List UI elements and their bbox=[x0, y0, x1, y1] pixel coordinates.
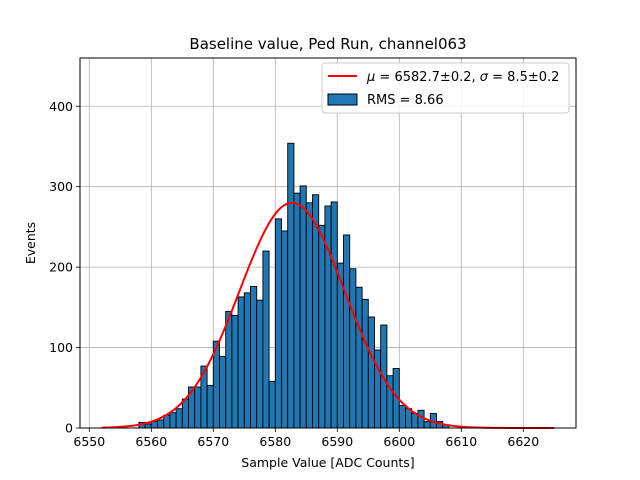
x-tick-label: 6560 bbox=[135, 434, 167, 449]
histogram-bar bbox=[150, 421, 158, 429]
legend-hist-swatch bbox=[327, 93, 358, 106]
histogram-bar bbox=[417, 409, 425, 429]
legend-hist-label: RMS = 8.66 bbox=[367, 93, 444, 108]
histogram-bar bbox=[318, 224, 326, 429]
histogram-bar bbox=[343, 234, 351, 429]
plot-frame bbox=[79, 57, 577, 429]
x-tick-label: 6550 bbox=[73, 434, 105, 449]
histogram-bar bbox=[262, 250, 270, 429]
histogram-bar bbox=[355, 286, 363, 429]
histogram-bar bbox=[423, 421, 431, 429]
legend-frame bbox=[321, 62, 570, 114]
y-tick-label: 300 bbox=[49, 179, 73, 194]
legend: μ = 6582.7±0.2, σ = 8.5±0.2 RMS = 8.66 bbox=[321, 62, 570, 114]
histogram-bar bbox=[411, 413, 419, 429]
histogram-bar bbox=[231, 314, 239, 429]
x-tick-label: 6620 bbox=[507, 434, 539, 449]
histogram-bar bbox=[194, 386, 202, 429]
x-axis-label: Sample Value [ADC Counts] bbox=[241, 455, 414, 470]
legend-fit-mu-text: = 6582.7±0.2, bbox=[375, 70, 479, 85]
histogram-bar bbox=[181, 398, 189, 429]
histogram-bars bbox=[138, 142, 450, 429]
histogram-bar bbox=[330, 201, 338, 429]
histogram-bar bbox=[293, 192, 301, 429]
x-tick-label: 6600 bbox=[383, 434, 415, 449]
x-tick-label: 6590 bbox=[321, 434, 353, 449]
histogram-bar bbox=[219, 355, 227, 429]
histogram-bar bbox=[225, 310, 233, 429]
histogram-bar bbox=[367, 316, 375, 429]
histogram-bar bbox=[398, 405, 406, 429]
histogram-bar bbox=[144, 423, 152, 429]
histogram-bar bbox=[324, 205, 332, 429]
legend-fit-label: μ = 6582.7±0.2, σ = 8.5±0.2 bbox=[366, 70, 559, 85]
x-tick-label: 6570 bbox=[197, 434, 229, 449]
histogram-bar bbox=[256, 299, 264, 429]
histogram-bar bbox=[281, 230, 289, 429]
histogram-bar bbox=[237, 296, 245, 429]
chart-title: Baseline value, Ped Run, channel063 bbox=[189, 35, 466, 53]
legend-fit-sigma-text: = 8.5±0.2 bbox=[488, 70, 559, 85]
histogram-bar bbox=[349, 268, 357, 429]
histogram-bar bbox=[250, 285, 258, 429]
y-axis-ticks: 0 100 200 300 400 bbox=[49, 99, 80, 436]
x-axis-ticks: 6550 6560 6570 6580 6590 6600 6610 6620 bbox=[73, 428, 539, 449]
histogram-bar bbox=[163, 414, 171, 429]
histogram-bar bbox=[206, 384, 214, 429]
y-tick-label: 100 bbox=[49, 340, 73, 355]
histogram-bar bbox=[361, 298, 369, 429]
legend-fit-mu-symbol: μ bbox=[366, 70, 375, 85]
histogram-bar bbox=[175, 408, 183, 429]
legend-fit-sigma-symbol: σ bbox=[480, 70, 489, 85]
histogram-bar bbox=[157, 419, 165, 429]
y-tick-label: 0 bbox=[65, 421, 73, 436]
histogram-bar bbox=[274, 218, 282, 429]
x-tick-label: 6610 bbox=[445, 434, 477, 449]
histogram-bar bbox=[287, 142, 295, 429]
histogram-bar bbox=[305, 202, 313, 429]
x-tick-label: 6580 bbox=[259, 434, 291, 449]
y-axis-label: Events bbox=[23, 222, 38, 264]
histogram-bar bbox=[243, 292, 251, 429]
histogram-bar bbox=[268, 380, 276, 429]
histogram-bar bbox=[169, 412, 177, 429]
y-tick-label: 200 bbox=[49, 260, 73, 275]
y-tick-label: 400 bbox=[49, 99, 73, 114]
histogram-bar bbox=[405, 408, 413, 429]
histogram-bar bbox=[299, 185, 307, 429]
